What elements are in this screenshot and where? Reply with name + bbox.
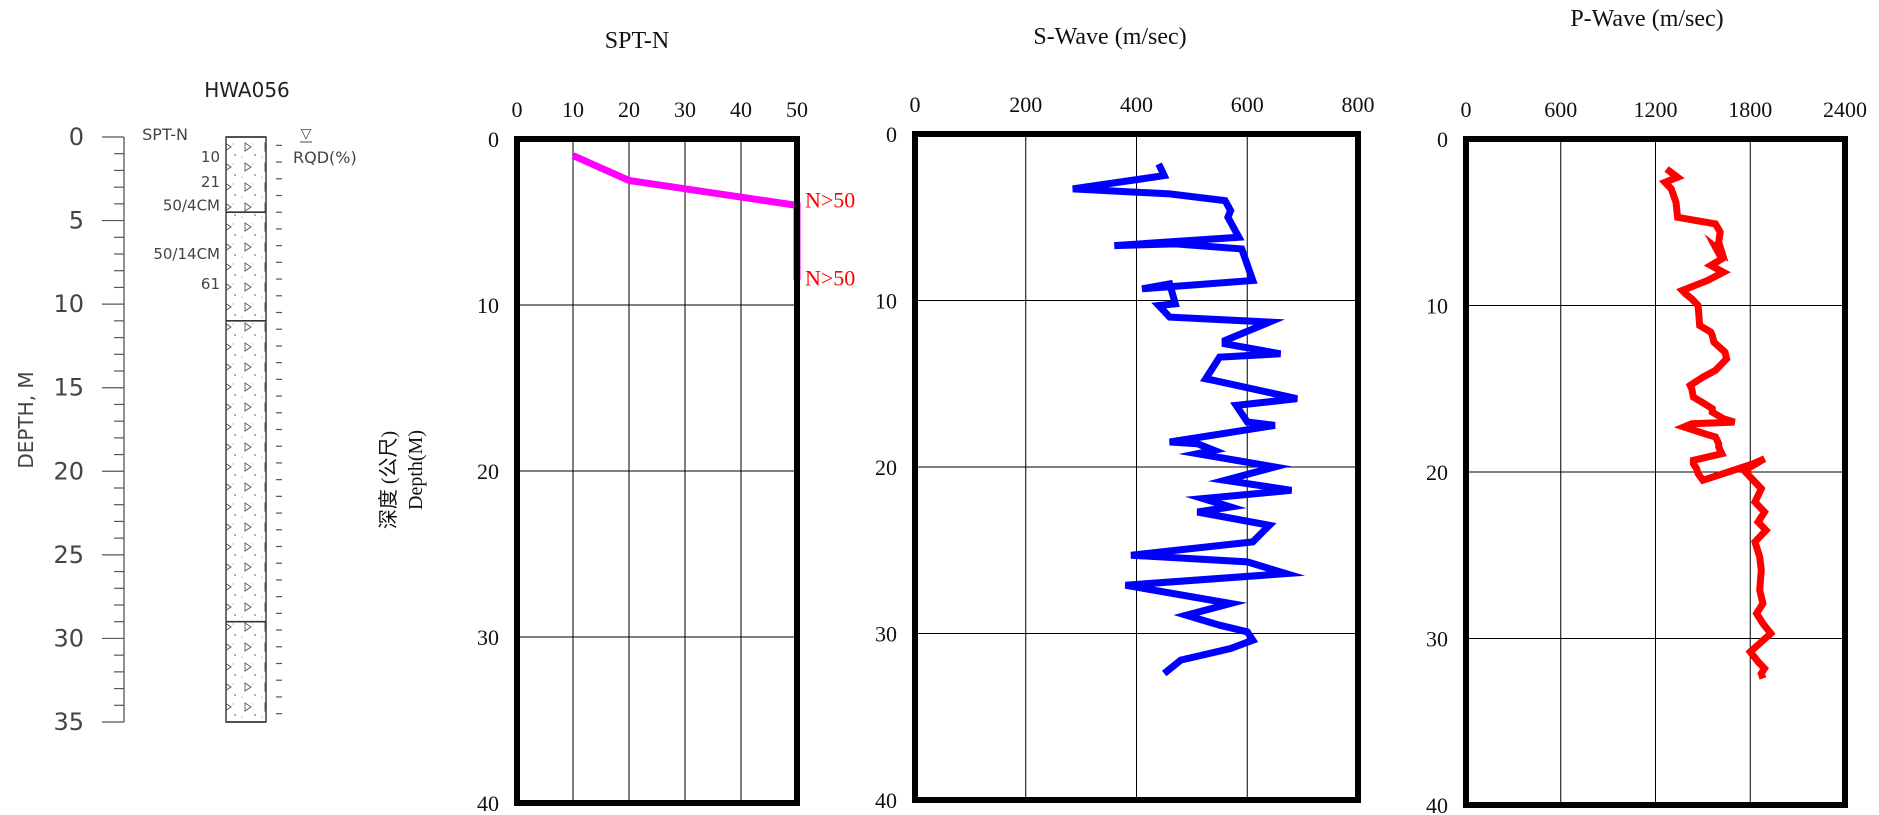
depth-tick-label: 35 bbox=[53, 708, 84, 736]
spt-n-x-tick-label: 40 bbox=[730, 97, 752, 122]
p-wave-y-tick-label: 30 bbox=[1426, 627, 1448, 652]
depth-tick-label: 20 bbox=[53, 457, 84, 485]
spt-n-annotation-label: N>50 bbox=[805, 265, 855, 290]
depth-tick-labels: 0 5 10 15 20 25 30 35 bbox=[53, 123, 84, 736]
depth-tick-label: 10 bbox=[53, 290, 84, 318]
s-wave-x-tick-label: 0 bbox=[910, 92, 921, 117]
boring-log-panel: HWA056 DEPTH, M 0 5 10 15 20 25 30 35 SPT-N RQD… bbox=[14, 78, 357, 736]
spt-n-plot-frame bbox=[514, 136, 800, 806]
depth-tick-label: 0 bbox=[69, 123, 84, 151]
spt-n-annotations: N>50 N>50 bbox=[805, 187, 855, 290]
spt-n-x-tick-label: 10 bbox=[562, 97, 584, 122]
p-wave-y-tick-label: 40 bbox=[1426, 793, 1448, 815]
p-wave-x-tick-label: 0 bbox=[1461, 97, 1472, 122]
spt-n-y-tick-labels: 0 10 20 30 40 bbox=[477, 127, 499, 815]
depth-tick-label: 15 bbox=[53, 374, 84, 402]
p-wave-y-tick-label: 20 bbox=[1426, 460, 1448, 485]
spt-value-label: 50/14CM bbox=[153, 245, 220, 263]
p-wave-y-tick-label: 10 bbox=[1426, 294, 1448, 319]
s-wave-y-tick-label: 30 bbox=[875, 622, 897, 647]
s-wave-y-tick-label: 10 bbox=[875, 289, 897, 314]
rqd-column-label: RQD(%) bbox=[293, 148, 357, 167]
s-wave-x-tick-label: 600 bbox=[1231, 92, 1264, 117]
spt-n-annotation-label: N>50 bbox=[805, 187, 855, 212]
s-wave-plot-frame bbox=[912, 131, 1361, 803]
spt-n-x-tick-label: 0 bbox=[512, 97, 523, 122]
depth-chinese-label: 深度 (公尺) bbox=[377, 431, 400, 529]
spt-n-y-tick-label: 10 bbox=[477, 293, 499, 318]
spt-n-y-tick-label: 0 bbox=[488, 127, 499, 152]
spt-value-label: 10 bbox=[201, 148, 220, 166]
p-wave-x-tick-label: 2400 bbox=[1823, 97, 1867, 122]
s-wave-chart: S-Wave (m/sec) 0 200 400 600 800 0 10 20 30 40 bbox=[875, 24, 1375, 813]
depth-tick-label: 30 bbox=[53, 624, 84, 652]
p-wave-x-tick-label: 600 bbox=[1544, 97, 1577, 122]
depth-english-label: Depth(M) bbox=[405, 430, 427, 510]
p-wave-y-tick-label: 0 bbox=[1437, 127, 1448, 152]
layer-boundaries bbox=[226, 136, 266, 723]
p-wave-series-line bbox=[1658, 166, 1776, 680]
s-wave-x-tick-label: 200 bbox=[1009, 92, 1042, 117]
p-wave-x-tick-labels: 0 600 1200 1800 2400 bbox=[1461, 97, 1868, 122]
spt-n-chart: SPT-N 深度 (公尺) Depth(M) 0 10 20 30 40 50 0 10 20… bbox=[377, 28, 855, 815]
spt-n-column-label: SPT-N bbox=[142, 125, 188, 144]
water-table-icon: ▽ bbox=[301, 126, 312, 142]
soil-column bbox=[225, 136, 267, 723]
spt-n-chart-title: SPT-N bbox=[605, 28, 669, 54]
spt-n-y-tick-label: 20 bbox=[477, 459, 499, 484]
depth-tick-label: 25 bbox=[53, 541, 84, 569]
s-wave-y-tick-label: 40 bbox=[875, 788, 897, 813]
s-wave-chart-title: S-Wave (m/sec) bbox=[1033, 24, 1186, 50]
spt-n-y-tick-label: 40 bbox=[477, 791, 499, 815]
p-wave-x-tick-label: 1800 bbox=[1728, 97, 1772, 122]
spt-value-label: 61 bbox=[201, 275, 220, 293]
s-wave-y-tick-label: 0 bbox=[886, 122, 897, 147]
p-wave-plot-frame bbox=[1463, 136, 1848, 808]
spt-annotations: 10 21 50/4CM 50/14CM 61 bbox=[153, 148, 220, 293]
s-wave-series-line bbox=[1072, 162, 1306, 677]
p-wave-chart-title: P-Wave (m/sec) bbox=[1570, 6, 1723, 32]
spt-n-x-tick-label: 50 bbox=[786, 97, 808, 122]
p-wave-x-tick-label: 1200 bbox=[1634, 97, 1678, 122]
s-wave-x-tick-label: 400 bbox=[1120, 92, 1153, 117]
spt-n-x-tick-label: 30 bbox=[674, 97, 696, 122]
p-wave-chart: P-Wave (m/sec) 0 600 1200 1800 2400 0 10 20 30 4… bbox=[1426, 6, 1867, 815]
spt-n-y-tick-label: 30 bbox=[477, 625, 499, 650]
s-wave-y-tick-labels: 0 10 20 30 40 bbox=[875, 122, 897, 813]
spt-value-label: 21 bbox=[201, 173, 220, 191]
p-wave-y-tick-labels: 0 10 20 30 40 bbox=[1426, 127, 1448, 815]
depth-ruler bbox=[102, 136, 125, 723]
s-wave-x-tick-label: 800 bbox=[1342, 92, 1375, 117]
spt-n-x-tick-label: 20 bbox=[618, 97, 640, 122]
depth-axis-label: DEPTH, M bbox=[14, 371, 38, 468]
s-wave-x-tick-labels: 0 200 400 600 800 bbox=[910, 92, 1375, 117]
depth-tick-label: 5 bbox=[69, 207, 84, 235]
rqd-ruler bbox=[276, 144, 282, 715]
boring-id-label: HWA056 bbox=[204, 78, 290, 102]
spt-n-x-tick-labels: 0 10 20 30 40 50 bbox=[512, 97, 809, 122]
spt-value-label: 50/4CM bbox=[163, 197, 220, 215]
s-wave-y-tick-label: 20 bbox=[875, 455, 897, 480]
